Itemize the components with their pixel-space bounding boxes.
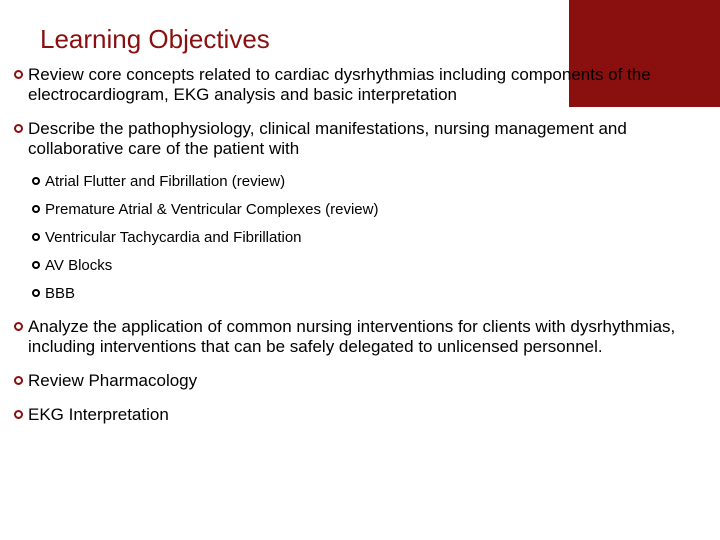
circle-bullet-icon [32,233,40,241]
slide-title: Learning Objectives [40,24,270,55]
list-item: Review Pharmacology [14,371,704,391]
slide: Learning Objectives Review core concepts… [0,0,720,540]
circle-bullet-icon [14,322,23,331]
list-item: AV Blocks [32,257,704,275]
objectives-list: Review core concepts related to cardiac … [14,65,704,439]
list-item-text: AV Blocks [45,257,112,275]
list-item-text: Atrial Flutter and Fibrillation (review) [45,173,285,191]
circle-bullet-icon [32,261,40,269]
list-item: Analyze the application of common nursin… [14,317,704,357]
list-item-text: EKG Interpretation [28,405,169,425]
list-item-text: Review Pharmacology [28,371,197,391]
list-item-text: BBB [45,285,75,303]
list-item-text: Premature Atrial & Ventricular Complexes… [45,201,378,219]
list-item: Describe the pathophysiology, clinical m… [14,119,704,159]
list-item: Ventricular Tachycardia and Fibrillation [32,229,704,247]
list-item-text: Analyze the application of common nursin… [28,317,704,357]
circle-bullet-icon [32,205,40,213]
list-item: Premature Atrial & Ventricular Complexes… [32,201,704,219]
list-item-text: Review core concepts related to cardiac … [28,65,704,105]
list-item-text: Ventricular Tachycardia and Fibrillation [45,229,302,247]
list-item: Review core concepts related to cardiac … [14,65,704,105]
circle-bullet-icon [32,177,40,185]
circle-bullet-icon [14,124,23,133]
sub-list: Atrial Flutter and Fibrillation (review)… [32,173,704,303]
list-item: Atrial Flutter and Fibrillation (review) [32,173,704,191]
circle-bullet-icon [14,410,23,419]
circle-bullet-icon [32,289,40,297]
list-item-text: Describe the pathophysiology, clinical m… [28,119,704,159]
circle-bullet-icon [14,376,23,385]
list-item: BBB [32,285,704,303]
circle-bullet-icon [14,70,23,79]
list-item: EKG Interpretation [14,405,704,425]
